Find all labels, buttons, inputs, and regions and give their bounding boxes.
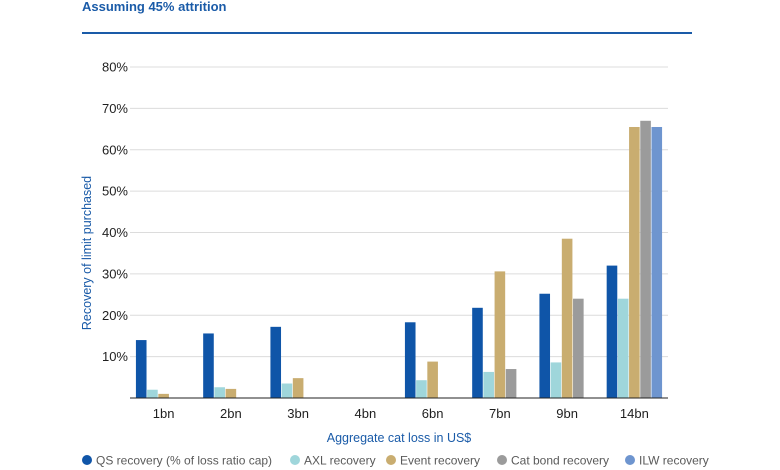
x-tick-label: 14bn [620,406,649,421]
bar-event-14bn [629,126,640,399]
bar-qs-7bn [472,307,483,398]
legend-label: QS recovery (% of loss ratio cap) [96,454,272,468]
y-tick-label: 50% [102,184,128,199]
bar-qs-3bn [270,326,282,398]
y-tick-label: 60% [102,142,128,157]
x-tick-label: 2bn [220,406,242,421]
bar-event-9bn [561,238,573,398]
legend-marker [625,455,635,465]
header-rule [82,32,692,34]
y-axis-title: Recovery of limit purchased [80,176,94,330]
legend-label: Cat bond recovery [511,454,609,468]
bar-axl-7bn [483,371,494,398]
legend: QS recovery (% of loss ratio cap) AXL rec… [82,454,709,468]
x-tick-labels: 1bn 2bn 3bn 4bn 6bn 7bn 9bn 14bn [153,406,649,421]
legend-marker [290,455,300,465]
bar-cat-9bn [573,298,584,398]
gridlines [130,66,668,358]
bar-axl-14bn [617,298,629,398]
bar-axl-2bn [214,387,225,398]
y-tick-label: 20% [102,308,128,323]
y-tick-label: 30% [102,266,128,281]
x-tick-label: 4bn [355,406,377,421]
bar-qs-2bn [203,333,214,398]
y-tick-label: 40% [102,225,128,240]
bar-qs-6bn [404,322,416,398]
x-tick-label: 3bn [287,406,309,421]
legend-marker [497,455,507,465]
bar-axl-6bn [416,380,427,398]
x-axis-title: Aggregate cat loss in US$ [327,431,472,445]
x-tick-label: 1bn [153,406,175,421]
legend-marker [82,455,92,465]
legend-label: Event recovery [400,454,480,468]
bar-event-1bn [158,393,169,398]
x-tick-label: 9bn [556,406,578,421]
bar-qs-9bn [539,293,551,398]
chart-subtitle: Assuming 45% attrition [82,0,227,14]
bar-event-3bn [292,378,304,398]
bar-qs-1bn [135,340,147,398]
bar-marks [135,120,663,399]
y-tick-label: 80% [102,60,128,75]
legend-label: ILW recovery [639,454,709,468]
y-tick-labels: 10% 20% 30% 40% 50% 60% 70% 80% [102,60,128,365]
bar-qs-14bn [606,265,618,398]
bar-axl-9bn [550,362,562,398]
bar-cat-14bn [640,120,651,398]
bar-event-6bn [427,361,438,398]
bar-event-2bn [225,388,237,398]
legend-marker [386,455,396,465]
x-tick-label: 6bn [422,406,444,421]
bar-event-7bn [494,271,506,398]
y-tick-label: 10% [102,349,128,364]
legend-label: AXL recovery [304,454,376,468]
bar-axl-3bn [281,383,293,398]
x-tick-label: 7bn [489,406,511,421]
bar-axl-1bn [147,389,158,398]
y-tick-label: 70% [102,101,128,116]
bar-ilw-14bn [651,126,663,399]
bar-cat-7bn [505,369,517,398]
